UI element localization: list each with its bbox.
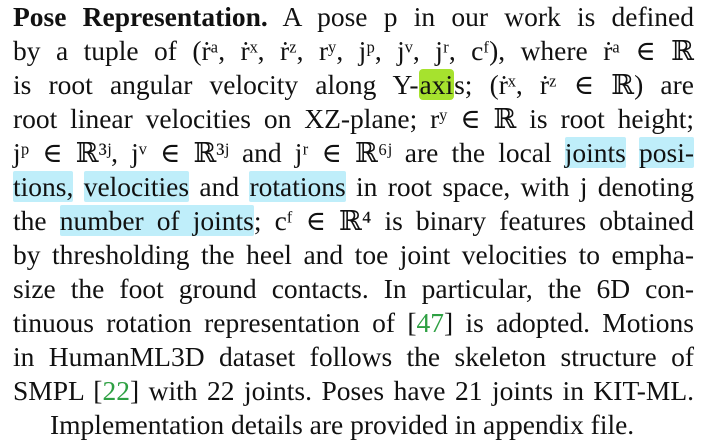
text-line-10: tinuous rotation representation of [47] … <box>0 306 708 340</box>
highlight-joints[interactable]: joints <box>564 137 626 168</box>
citation-22[interactable]: 22 <box>102 375 130 406</box>
citation-47[interactable]: 47 <box>416 307 445 338</box>
text-line-3: is root angular velocity along Y-axis; (… <box>0 68 708 102</box>
text-line-2: by a tuple of (ṙᵃ, ṙˣ, ṙᶻ, rʸ, jᵖ, jᵛ, j… <box>0 34 708 68</box>
line-10-text-before: tinuous rotation representation of [ <box>13 307 417 338</box>
text-line-1: Pose Representation. A pose p in our wor… <box>0 0 708 34</box>
highlight-positions-part2[interactable]: tions, <box>13 171 74 202</box>
line-6-and: and <box>199 171 240 202</box>
line-9-text: size the foot ground contacts. In partic… <box>13 273 694 304</box>
text-line-6: tions, velocities and rotations in root … <box>0 170 708 204</box>
text-line-13: Implementation details are provided in a… <box>0 408 708 442</box>
line-8-text: by thresholding the heel and toe joint v… <box>13 239 694 270</box>
line-1-text: A pose p in our work is defined <box>282 1 694 32</box>
highlight-number-of-joints[interactable]: number of joints <box>59 205 254 236</box>
text-line-5: jᵖ ∈ ℝ³ʲ, jᵛ ∈ ℝ³ʲ and jʳ ∈ ℝ⁶ʲ are the … <box>0 136 708 170</box>
line-7-text: ; cᶠ ∈ ℝ⁴ is binary features obtained <box>253 205 694 236</box>
text-line-11: in HumanML3D dataset follows the skeleto… <box>0 340 708 374</box>
line-4-text: root linear velocities on XZ-plane; rʸ ∈… <box>13 103 694 134</box>
line-12-text-before: SMPL [ <box>13 375 103 406</box>
line-7-the: the <box>13 205 47 236</box>
highlight-axis[interactable]: axi <box>418 69 455 100</box>
highlight-rotations[interactable]: rotations <box>249 171 346 202</box>
line-5-text: jᵖ ∈ ℝ³ʲ, jᵛ ∈ ℝ³ʲ and jʳ ∈ ℝ⁶ʲ are the … <box>13 137 552 168</box>
text-line-8: by thresholding the heel and toe joint v… <box>0 238 708 272</box>
text-line-9: size the foot ground contacts. In partic… <box>0 272 708 306</box>
text-line-4: root linear velocities on XZ-plane; rʸ ∈… <box>0 102 708 136</box>
highlight-velocities[interactable]: velocities <box>83 171 190 202</box>
line-13-text: Implementation details are provided in a… <box>50 409 635 440</box>
line-10-text-after: ] is adopted. Motions <box>444 307 694 338</box>
line-6-text: in root space, with j denoting <box>356 171 695 202</box>
line-3-text-before: is root angular velocity along Y- <box>13 69 419 100</box>
line-3-text-after: s; (ṙˣ, ṙᶻ ∈ ℝ) are <box>454 69 694 100</box>
line-11-text: in HumanML3D dataset follows the skeleto… <box>13 341 694 372</box>
text-line-7: the number of joints; cᶠ ∈ ℝ⁴ is binary … <box>0 204 708 238</box>
line-2-text: by a tuple of (ṙᵃ, ṙˣ, ṙᶻ, rʸ, jᵖ, jᵛ, j… <box>13 35 694 66</box>
line-12-text-after: ] with 22 joints. Poses have 21 joints i… <box>129 375 694 406</box>
highlight-positions-part1[interactable]: posi- <box>639 137 695 168</box>
paragraph-heading: Pose Representation. <box>13 1 268 32</box>
text-line-12: SMPL [22] with 22 joints. Poses have 21 … <box>0 374 708 408</box>
